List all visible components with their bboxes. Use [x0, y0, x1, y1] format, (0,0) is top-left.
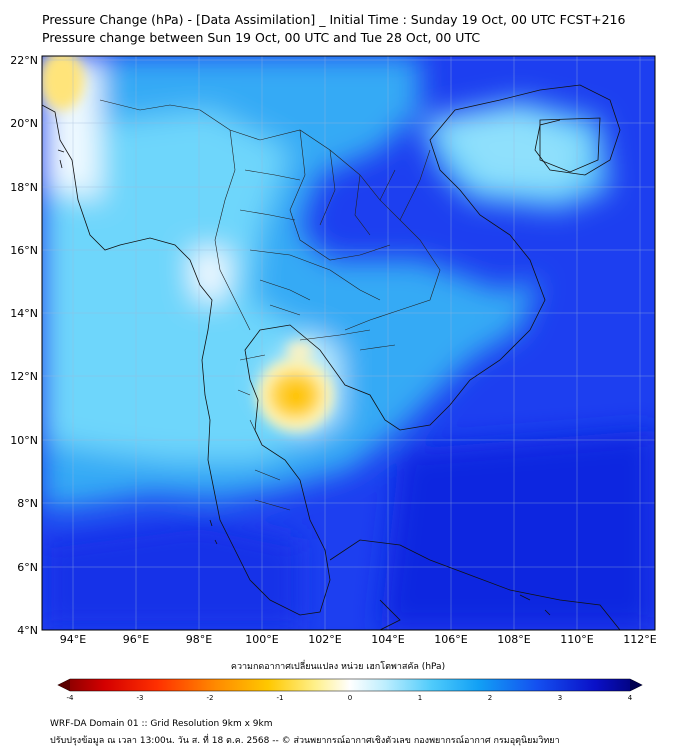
lat-label: 14°N [10, 307, 38, 320]
colorbar-tick: -1 [277, 694, 284, 702]
colorbar-tick: -3 [137, 694, 144, 702]
map-subtitle: Pressure change between Sun 19 Oct, 00 U… [42, 30, 481, 45]
borders [99, 99, 441, 511]
map-title: Pressure Change (hPa) - [Data Assimilati… [42, 12, 626, 27]
lat-label: 16°N [10, 244, 38, 257]
colorbar-tick: 1 [418, 694, 422, 702]
lat-label: 8°N [17, 497, 38, 510]
lat-label: 20°N [10, 117, 38, 130]
colorbar-strip [57, 678, 643, 692]
colorbar-max-extend [630, 679, 642, 691]
lon-label: 100°E [245, 633, 278, 646]
pressure-field [42, 56, 655, 630]
lon-label: 96°E [123, 633, 149, 646]
lat-label: 10°N [10, 434, 38, 447]
coastlines [42, 84, 621, 630]
longitude-labels: 94°E 96°E 98°E 100°E 102°E 104°E 106°E 1… [60, 633, 657, 646]
latitude-labels: 22°N 20°N 18°N 16°N 14°N 12°N 10°N 8°N 6… [10, 54, 38, 637]
lon-label: 94°E [60, 633, 86, 646]
lat-label: 12°N [10, 370, 38, 383]
lon-label: 112°E [623, 633, 656, 646]
colorbar-title: ความกดอากาศเปลี่ยนแปลง หน่วย เฮกโตพาสคัล… [230, 662, 446, 672]
footer-credit: ปรับปรุงข้อมูล ณ เวลา 13:00น. วัน ส. ที่… [50, 736, 560, 746]
lat-label: 4°N [17, 624, 38, 637]
colorbar-tick: 0 [348, 694, 352, 702]
colorbar: -4 -3 -2 -1 0 1 2 3 4 [57, 678, 643, 702]
lon-label: 108°E [497, 633, 530, 646]
graticule [42, 56, 655, 630]
pressure-change-map: 22°N 20°N 18°N 16°N 14°N 12°N 10°N 8°N 6… [10, 54, 657, 702]
lon-label: 104°E [371, 633, 404, 646]
lon-label: 106°E [434, 633, 467, 646]
lat-label: 18°N [10, 181, 38, 194]
map-frame [41, 55, 656, 631]
colorbar-tick: 3 [558, 694, 562, 702]
colorbar-tick: -2 [207, 694, 214, 702]
lon-label: 110°E [560, 633, 593, 646]
lat-label: 6°N [17, 561, 38, 574]
colorbar-min-extend [58, 679, 70, 691]
lon-label: 98°E [186, 633, 212, 646]
footer-model-info: WRF-DA Domain 01 :: Grid Resolution 9km … [50, 719, 273, 729]
lat-label: 22°N [10, 54, 38, 67]
lon-label: 102°E [308, 633, 341, 646]
colorbar-tick: -4 [67, 694, 75, 702]
colorbar-tick: 2 [488, 694, 492, 702]
colorbar-tick: 4 [628, 694, 633, 702]
